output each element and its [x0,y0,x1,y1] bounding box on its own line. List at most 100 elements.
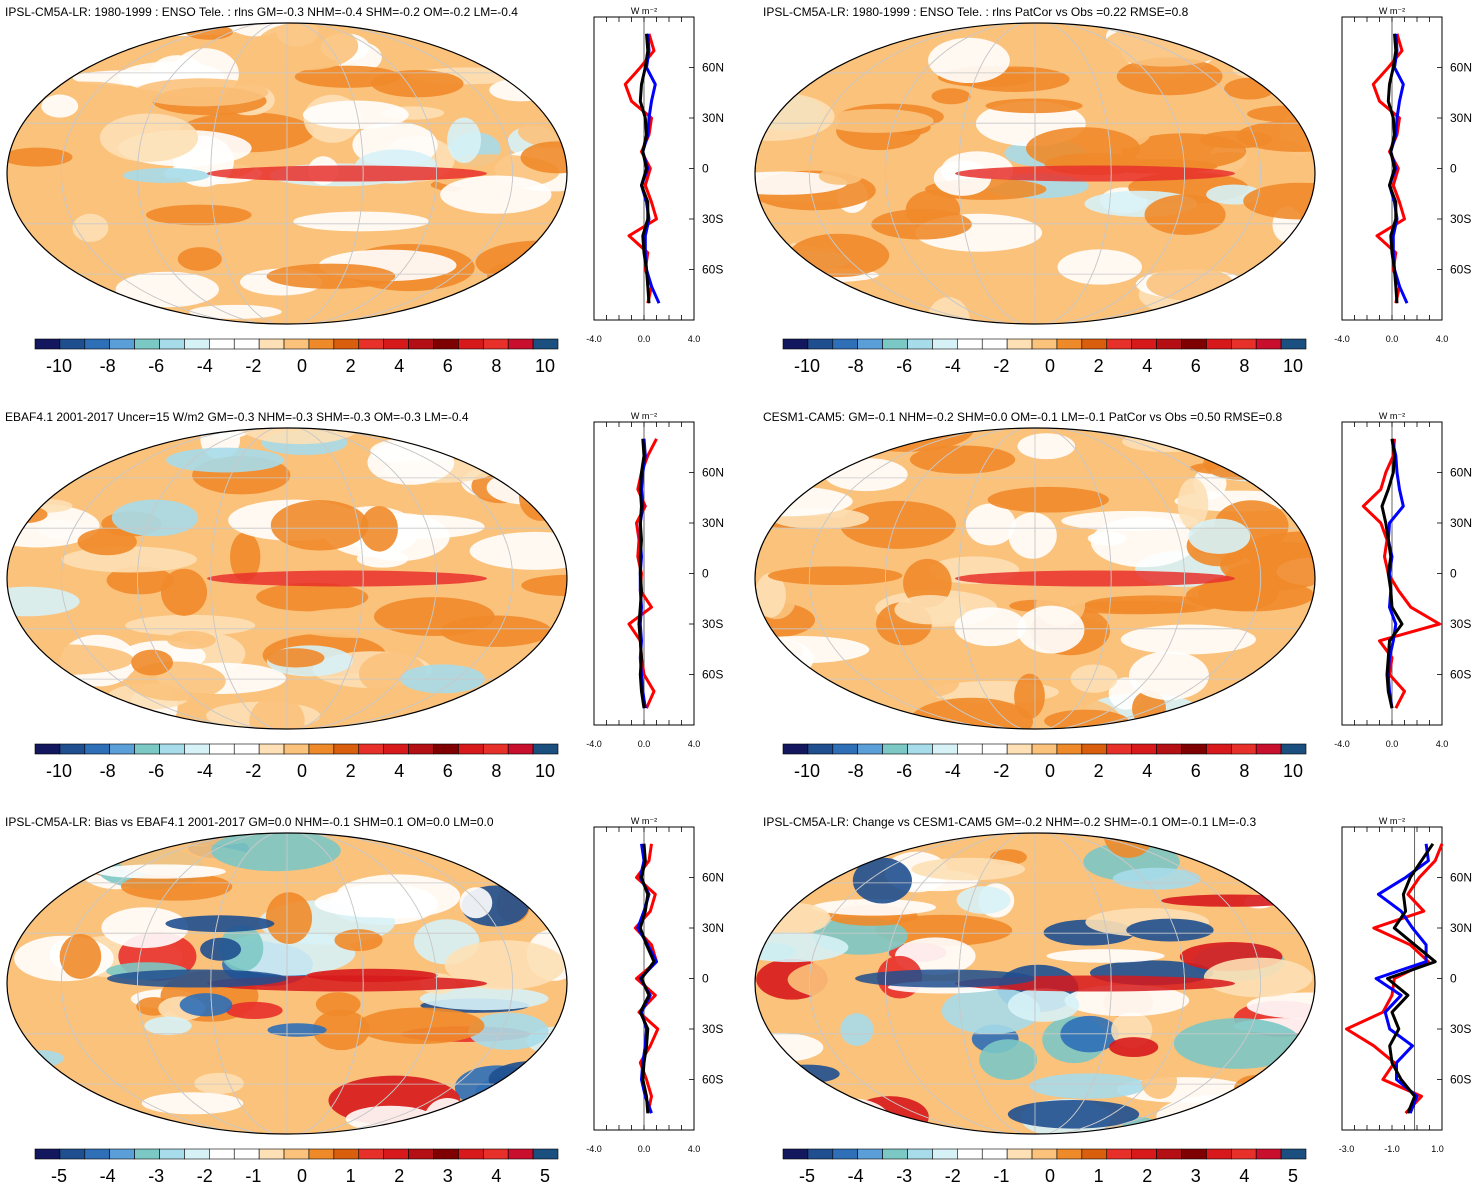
x-tick-label: -4.0 [586,739,602,749]
profile-line-all [1380,438,1404,709]
lat-tick-label: 30S [1450,1022,1471,1036]
colorbar-swatch [134,743,160,755]
colorbar-swatch [383,743,409,755]
colorbar-swatch [34,1148,61,1160]
panel-4: CESM1-CAM5: GM=-0.1 NHM=-0.2 SHM=0.0 OM=… [754,410,1472,781]
x-tick-label: 4.0 [688,1144,701,1154]
lat-tick-label: 0 [1450,972,1457,986]
colorbar-label: -2 [993,761,1009,781]
lat-tick-label: 0 [1450,567,1457,581]
profile-line-all [638,33,651,304]
colorbar-swatch [1131,743,1157,755]
colorbar-label: 3 [1191,1166,1201,1186]
colorbar-label: 8 [1239,761,1249,781]
profile-line-all [638,843,656,1114]
colorbar-label: -6 [148,761,164,781]
colorbar-label: 4 [491,1166,501,1186]
colorbar-label: 4 [1239,1166,1249,1186]
colorbar-swatch [1031,743,1058,755]
lat-tick-label: 60N [1450,61,1472,75]
colorbar-swatch [283,743,310,755]
lat-tick-label: 30S [1450,212,1471,226]
x-tick-label: 0.0 [638,739,651,749]
panel-title: IPSL-CM5A-LR: Bias vs EBAF4.1 2001-2017 … [5,815,494,829]
panel-title: IPSL-CM5A-LR: 1980-1999 : ENSO Tele. : r… [763,5,1189,19]
colorbar-label: 8 [1239,356,1249,376]
colorbar: -10 -8 -6 -4 -2 0 2 4 6 8 10 [34,743,559,781]
colorbar: -5 -4 -3 -2 -1 0 1 2 3 4 5 [782,1148,1307,1186]
colorbar-label: -6 [896,356,912,376]
colorbar-swatch [1280,1148,1307,1160]
x-tick-label: 0.0 [638,1144,651,1154]
colorbar-swatch [84,743,111,755]
map [6,832,568,1135]
colorbar-swatch [358,743,384,755]
colorbar-label: 1 [1094,1166,1104,1186]
colorbar-swatch [34,743,61,755]
colorbar-swatch [507,338,534,350]
colorbar-label: -4 [197,356,213,376]
colorbar-swatch [333,1148,360,1160]
colorbar-swatch [109,1148,135,1160]
map [754,832,1316,1135]
colorbar-swatch [981,1148,1008,1160]
colorbar-label: -6 [896,761,912,781]
lat-tick-label: 60S [1450,1073,1471,1087]
colorbar-swatch [209,743,235,755]
lat-tick-label: 30S [1450,617,1471,631]
colorbar-swatch [458,1148,484,1160]
map [754,22,1316,325]
colorbar-label: 2 [1094,356,1104,376]
colorbar-label: 2 [346,761,356,781]
lat-tick-label: 0 [702,972,709,986]
colorbar-swatch [233,1148,260,1160]
colorbar-swatch [209,338,235,350]
unit-label: W m⁻² [1379,816,1405,826]
colorbar-label: -4 [945,761,961,781]
colorbar-swatch [209,1148,235,1160]
colorbar-swatch [907,743,933,755]
colorbar-swatch [109,743,135,755]
colorbar-swatch [1206,1148,1232,1160]
zonal-profile: W m⁻² 60N 30N 0 30S 60S -4.0 0.0 4.0 [1334,6,1472,344]
colorbar-label: -6 [148,356,164,376]
colorbar-label: 8 [491,761,501,781]
lat-tick-label: 60N [702,61,724,75]
colorbar-swatch [1031,1148,1058,1160]
colorbar-swatch [34,338,61,350]
colorbar-swatch [358,338,384,350]
colorbar-swatch [1106,338,1132,350]
colorbar-label: -5 [51,1166,67,1186]
map [6,22,568,325]
colorbar-label: 0 [297,356,307,376]
colorbar-label: -8 [848,761,864,781]
colorbar-swatch [258,1148,285,1160]
colorbar-label: 0 [297,761,307,781]
colorbar-label: 10 [1283,761,1303,781]
colorbar-swatch [84,1148,111,1160]
colorbar-label: -10 [794,761,820,781]
colorbar-swatch [1056,743,1083,755]
colorbar-label: 0 [1045,761,1055,781]
colorbar-swatch [408,743,434,755]
lat-tick-label: 60N [702,871,724,885]
profile-line-land [1361,438,1441,709]
lat-tick-label: 0 [1450,162,1457,176]
colorbar-swatch [159,1148,185,1160]
colorbar-swatch [59,1148,86,1160]
colorbar-swatch [383,1148,409,1160]
profile-line-all [1386,842,1437,1114]
x-tick-label: -4.0 [1334,739,1350,749]
lat-tick-label: 0 [702,162,709,176]
colorbar-swatch [1255,338,1282,350]
colorbar-swatch [333,743,360,755]
colorbar-label: 0 [1045,356,1055,376]
colorbar-label: 4 [1142,761,1152,781]
colorbar-swatch [1280,338,1307,350]
colorbar-label: -3 [896,1166,912,1186]
colorbar-swatch [308,338,335,350]
lat-tick-label: 60S [702,263,723,277]
colorbar-swatch [333,338,360,350]
colorbar-swatch [1106,743,1132,755]
colorbar-swatch [1056,338,1083,350]
